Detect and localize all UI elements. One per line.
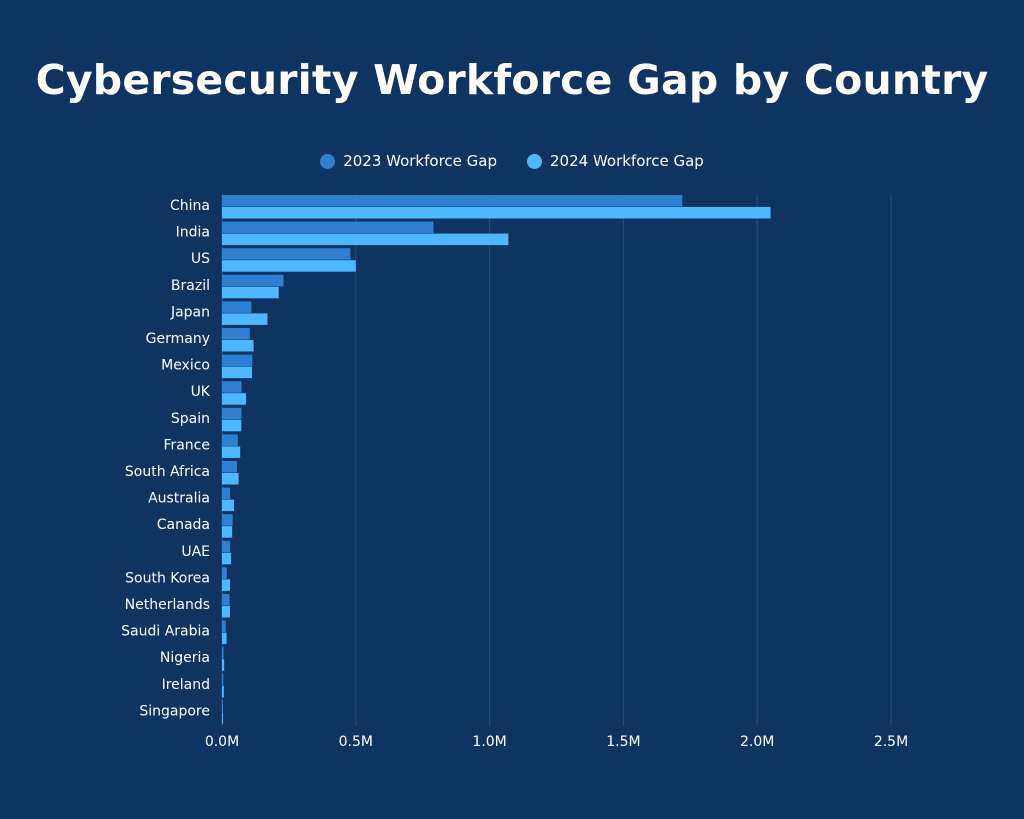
category-label: Japan: [170, 304, 210, 320]
bar-2024-uk[interactable]: [222, 393, 247, 405]
bar-2023-mexico[interactable]: [222, 354, 253, 367]
bar-2023-brazil[interactable]: [222, 274, 284, 287]
bar-2023-india[interactable]: [222, 221, 434, 234]
category-label: Singapore: [139, 703, 210, 719]
bar-2024-india[interactable]: [222, 233, 509, 246]
category-label: UK: [191, 384, 211, 400]
bar-2023-germany[interactable]: [222, 328, 250, 340]
category-label: Germany: [146, 331, 210, 347]
bar-2024-nigeria[interactable]: [222, 659, 225, 671]
page-title: Cybersecurity Workforce Gap by Country: [35, 56, 989, 104]
bar-2024-germany[interactable]: [222, 340, 254, 352]
bar-2023-spain[interactable]: [222, 407, 242, 420]
bar-2023-south-korea[interactable]: [222, 567, 227, 579]
bar-2023-ireland[interactable]: [222, 673, 224, 686]
category-label: Mexico: [161, 358, 210, 374]
x-tick-label: 0.5M: [339, 734, 373, 750]
bar-2023-uk[interactable]: [222, 381, 242, 393]
bar-2024-ireland[interactable]: [222, 685, 224, 698]
bar-2024-us[interactable]: [222, 260, 356, 272]
bar-2023-singapore[interactable]: [222, 700, 223, 712]
bar-2024-saudi-arabia[interactable]: [222, 632, 227, 645]
x-tick-label: 1.5M: [606, 734, 640, 750]
bar-2024-netherlands[interactable]: [222, 606, 231, 618]
bar-2023-south-africa[interactable]: [222, 461, 237, 473]
bar-2023-netherlands[interactable]: [222, 594, 230, 606]
x-tick-label: 2.0M: [740, 734, 774, 750]
category-label: Canada: [157, 517, 210, 533]
category-label: Saudi Arabia: [121, 624, 210, 640]
category-label: US: [191, 251, 210, 267]
legend-label-2023: 2023 Workforce Gap: [343, 152, 497, 170]
bar-2023-us[interactable]: [222, 248, 351, 260]
legend-item-2023[interactable]: 2023 Workforce Gap: [320, 152, 497, 170]
legend-swatch-2023: [320, 153, 336, 169]
bar-2024-australia[interactable]: [222, 499, 235, 512]
x-tick-label: 2.5M: [874, 734, 908, 750]
bar-2024-spain[interactable]: [222, 419, 242, 432]
category-label: South Korea: [125, 570, 210, 586]
bar-2023-china[interactable]: [222, 195, 683, 207]
bar-2023-australia[interactable]: [222, 487, 231, 500]
bar-2024-south-korea[interactable]: [222, 579, 231, 591]
bar-2023-saudi-arabia[interactable]: [222, 620, 226, 633]
legend-item-2024[interactable]: 2024 Workforce Gap: [527, 152, 704, 170]
category-label: India: [176, 225, 210, 241]
bar-2023-france[interactable]: [222, 434, 238, 446]
bar-2024-mexico[interactable]: [222, 366, 252, 379]
bar-2023-canada[interactable]: [222, 514, 233, 526]
bar-2024-canada[interactable]: [222, 526, 233, 538]
category-label: South Africa: [125, 464, 210, 480]
bar-2024-japan[interactable]: [222, 313, 268, 325]
x-tick-label: 0.0M: [205, 734, 239, 750]
category-label: Ireland: [162, 677, 210, 693]
category-label: Brazil: [171, 278, 210, 294]
bar-2024-france[interactable]: [222, 446, 241, 458]
category-label: Australia: [148, 491, 210, 507]
bar-2023-nigeria[interactable]: [222, 647, 224, 659]
bar-2023-uae[interactable]: [222, 540, 231, 553]
bar-2024-china[interactable]: [222, 207, 771, 219]
bar-2024-uae[interactable]: [222, 552, 232, 565]
chart-legend: 2023 Workforce Gap 2024 Workforce Gap: [0, 152, 1024, 170]
category-label: France: [163, 437, 210, 453]
category-label: China: [170, 198, 210, 214]
bar-2023-japan[interactable]: [222, 301, 252, 313]
x-tick-label: 1.0M: [472, 734, 506, 750]
category-label: Nigeria: [160, 650, 210, 666]
bar-2024-singapore[interactable]: [222, 712, 224, 724]
legend-swatch-2024: [527, 153, 542, 169]
bar-2024-brazil[interactable]: [222, 286, 279, 299]
category-label: Netherlands: [125, 597, 210, 613]
category-label: UAE: [181, 544, 210, 560]
category-label: Spain: [171, 411, 210, 427]
bar-2024-south-africa[interactable]: [222, 473, 239, 485]
legend-label-2024: 2024 Workforce Gap: [550, 152, 704, 170]
